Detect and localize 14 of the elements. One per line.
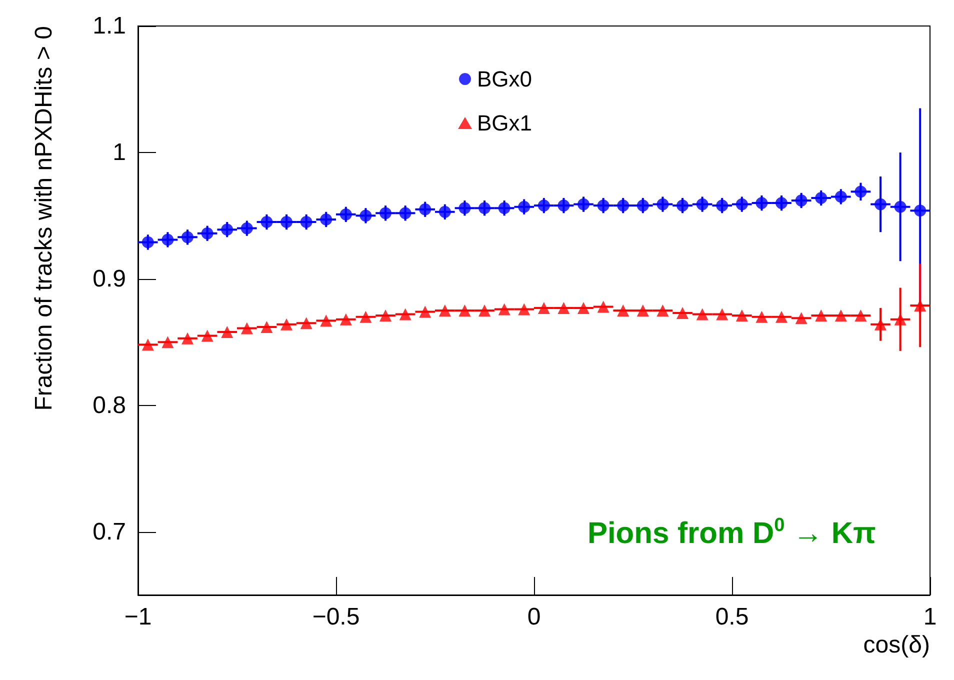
y-tick-label: 1 [112,138,126,166]
y-axis-title: Fraction of tracks with nPXDHits > 0 [30,26,58,411]
x-axis-title: cos(δ) [863,632,930,658]
legend-label: BGx1 [477,110,532,136]
y-tick-label: 1.1 [92,12,126,40]
x-tick-label: 1 [923,604,937,630]
x-tick-label: 0.5 [715,604,749,630]
legend-label: BGx0 [477,66,532,92]
x-tick-label: −0.5 [312,604,360,630]
x-tick-label: 0 [527,604,541,630]
x-tick-label: −1 [124,604,152,630]
y-tick-label: 0.8 [92,392,126,419]
y-tick-label: 0.7 [92,518,126,546]
y-tick-label: 0.9 [92,265,126,292]
